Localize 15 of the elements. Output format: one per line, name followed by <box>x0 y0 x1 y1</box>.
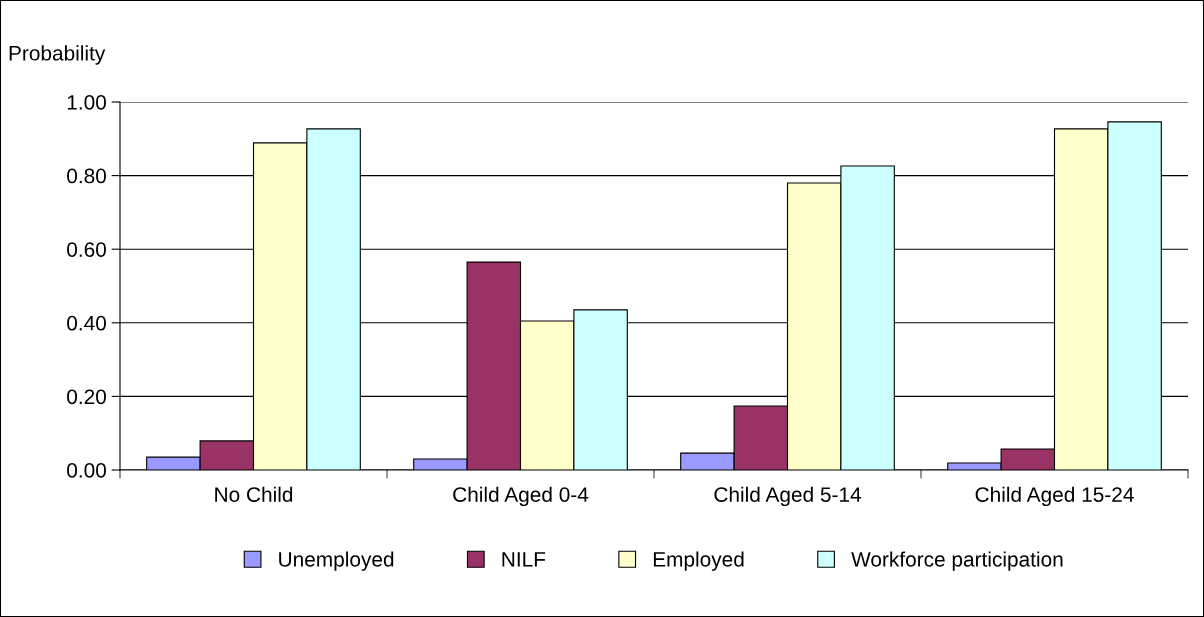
y-axis-title: Probability <box>9 45 106 65</box>
x-tick-label: Child Aged 0-4 <box>453 486 589 507</box>
y-tick-label: 0.20 <box>67 389 106 405</box>
legend-label: NILF <box>502 552 546 567</box>
y-tick-label: 0.00 <box>67 463 106 478</box>
y-tick-label: 1.00 <box>67 95 106 110</box>
x-tick-label: Child Aged 5-14 <box>714 486 862 507</box>
x-tick-label: No Child <box>215 486 293 502</box>
x-tick-label: Child Aged 15-24 <box>975 486 1134 507</box>
legend-label: Unemployed <box>279 551 394 571</box>
y-tick-label: 0.40 <box>67 315 106 331</box>
legend-label: Employed <box>653 551 744 571</box>
y-tick-label: 0.60 <box>67 242 106 257</box>
legend-label: Workforce participation <box>851 551 1063 571</box>
y-tick-label: 0.80 <box>67 168 106 184</box>
